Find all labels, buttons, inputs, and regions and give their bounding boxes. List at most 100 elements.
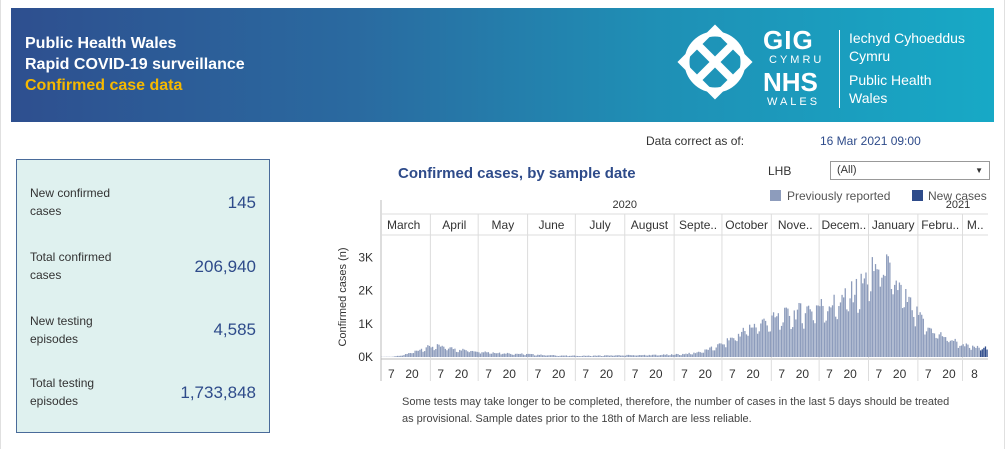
bar-previously-reported bbox=[669, 355, 671, 357]
bar-previously-reported bbox=[396, 355, 399, 357]
bar-previously-reported bbox=[446, 350, 448, 357]
bar-previously-reported bbox=[763, 318, 765, 357]
bar-previously-reported bbox=[634, 355, 636, 357]
bar-previously-reported bbox=[521, 353, 523, 357]
bar-previously-reported bbox=[943, 337, 945, 357]
summary-stats-panel: New confirmed cases 145 Total confirmed … bbox=[16, 159, 270, 433]
day-tick-label: 20 bbox=[699, 367, 713, 381]
bar-previously-reported bbox=[933, 333, 936, 357]
bar-previously-reported bbox=[973, 346, 975, 357]
day-tick-label: 20 bbox=[796, 367, 810, 381]
lhb-filter-dropdown[interactable]: (All) ▼ bbox=[830, 161, 990, 180]
day-tick-label: 20 bbox=[746, 367, 760, 381]
bar-previously-reported bbox=[846, 309, 848, 357]
bar-previously-reported bbox=[683, 354, 685, 357]
day-tick-label: 7 bbox=[729, 367, 736, 381]
bar-previously-reported bbox=[470, 351, 472, 357]
bar-previously-reported bbox=[419, 349, 421, 357]
month-label: M.. bbox=[967, 218, 984, 232]
month-label: October bbox=[725, 218, 768, 232]
bar-previously-reported bbox=[495, 353, 498, 357]
bar-previously-reported bbox=[812, 320, 815, 357]
legend-label-new-cases[interactable]: New cases bbox=[928, 189, 987, 203]
bar-new-cases bbox=[986, 349, 988, 357]
legend-label-previously-reported[interactable]: Previously reported bbox=[787, 189, 891, 203]
bar-previously-reported bbox=[972, 345, 974, 357]
bar-new-cases bbox=[981, 349, 983, 357]
bar-previously-reported bbox=[976, 345, 979, 357]
bar-previously-reported bbox=[682, 353, 684, 357]
org-name-welsh-line2: Cymru bbox=[849, 48, 891, 64]
day-tick-label: 20 bbox=[552, 367, 566, 381]
year-label-2020: 2020 bbox=[613, 199, 637, 211]
lhb-filter-label: LHB bbox=[768, 164, 792, 178]
bar-previously-reported bbox=[624, 355, 627, 357]
bar-previously-reported bbox=[733, 338, 735, 357]
bar-previously-reported bbox=[956, 341, 958, 357]
bar-previously-reported bbox=[451, 347, 453, 357]
bar-previously-reported bbox=[462, 348, 464, 357]
bar-previously-reported bbox=[572, 355, 574, 357]
bar-previously-reported bbox=[449, 347, 451, 357]
bar-previously-reported bbox=[584, 355, 587, 357]
bar-previously-reported bbox=[764, 320, 767, 357]
day-tick-label: 7 bbox=[681, 367, 688, 381]
bar-previously-reported bbox=[811, 311, 813, 357]
bar-previously-reported bbox=[640, 355, 642, 357]
bar-previously-reported bbox=[494, 352, 496, 357]
bar-previously-reported bbox=[626, 354, 628, 357]
bar-previously-reported bbox=[561, 355, 563, 357]
day-tick-label: 7 bbox=[388, 367, 395, 381]
month-label: June bbox=[538, 218, 564, 232]
bar-new-cases bbox=[983, 347, 985, 357]
bar-previously-reported bbox=[463, 349, 466, 357]
day-tick-label: 20 bbox=[503, 367, 517, 381]
day-tick-label: 20 bbox=[942, 367, 956, 381]
bar-previously-reported bbox=[580, 356, 582, 357]
bar-previously-reported bbox=[548, 355, 550, 357]
footnote-line2: as provisional. Sample dates prior to th… bbox=[402, 413, 752, 425]
day-tick-label: 20 bbox=[893, 367, 907, 381]
legend-swatch-previously-reported bbox=[770, 190, 781, 201]
bar-previously-reported bbox=[784, 307, 786, 357]
bar-previously-reported bbox=[815, 305, 818, 357]
bar-previously-reported bbox=[758, 331, 760, 357]
bar-previously-reported bbox=[424, 351, 426, 357]
bar-previously-reported bbox=[866, 284, 869, 357]
bar-previously-reported bbox=[830, 307, 832, 357]
bar-previously-reported bbox=[820, 299, 823, 357]
bar-previously-reported bbox=[704, 349, 706, 357]
org-name-english-line1: Public Health bbox=[849, 72, 932, 88]
bar-previously-reported bbox=[404, 354, 407, 357]
bar-previously-reported bbox=[831, 305, 834, 357]
bar-previously-reported bbox=[779, 329, 781, 357]
bar-previously-reported bbox=[637, 355, 639, 357]
bar-previously-reported bbox=[752, 327, 754, 357]
bar-previously-reported bbox=[632, 355, 635, 357]
phw-logo-icon bbox=[677, 24, 753, 100]
bar-previously-reported bbox=[796, 309, 799, 357]
stat-new-cases-value: 145 bbox=[227, 193, 256, 212]
bar-previously-reported bbox=[788, 315, 791, 357]
bar-previously-reported bbox=[745, 334, 748, 357]
bar-previously-reported bbox=[482, 352, 485, 357]
bar-previously-reported bbox=[430, 347, 432, 357]
stat-new-testing-value: 4,585 bbox=[213, 320, 256, 339]
bar-previously-reported bbox=[511, 354, 513, 357]
bar-previously-reported bbox=[664, 354, 666, 357]
bar-previously-reported bbox=[938, 334, 940, 357]
bar-previously-reported bbox=[658, 355, 660, 357]
bar-previously-reported bbox=[645, 355, 647, 357]
bar-previously-reported bbox=[428, 345, 431, 357]
bar-previously-reported bbox=[686, 354, 689, 357]
bar-previously-reported bbox=[455, 351, 458, 357]
bar-previously-reported bbox=[922, 318, 924, 357]
bar-previously-reported bbox=[513, 354, 515, 357]
bar-previously-reported bbox=[651, 354, 654, 357]
bar-previously-reported bbox=[420, 348, 423, 357]
bar-previously-reported bbox=[589, 355, 591, 357]
bar-previously-reported bbox=[411, 353, 413, 357]
bar-previously-reported bbox=[889, 262, 891, 357]
bar-previously-reported bbox=[753, 323, 756, 357]
